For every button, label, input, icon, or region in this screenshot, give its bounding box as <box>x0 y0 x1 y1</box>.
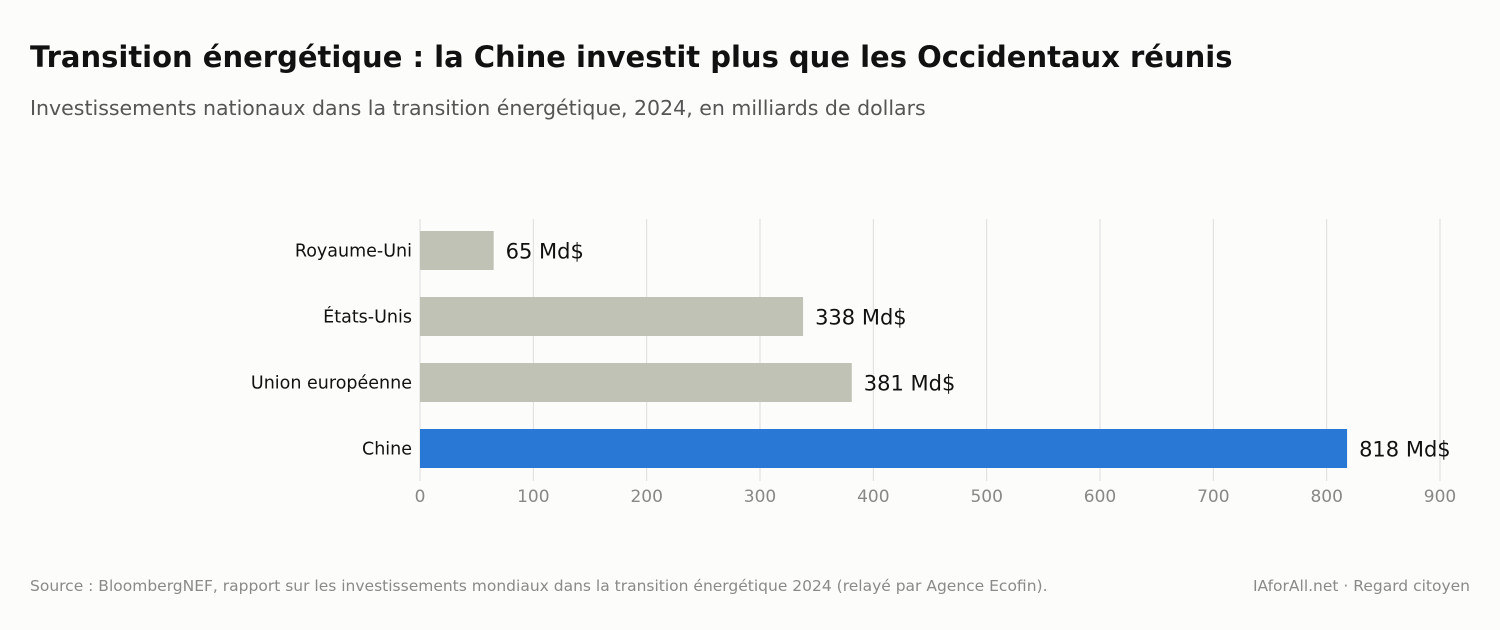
category-label: Chine <box>362 440 412 460</box>
chart-title: Transition énergétique : la Chine invest… <box>30 40 1233 74</box>
x-tick-label: 400 <box>857 487 889 507</box>
x-tick-label: 800 <box>1310 487 1342 507</box>
credit-note: IAforAll.net · Regard citoyen <box>1252 577 1470 595</box>
category-label: États-Unis <box>323 306 412 328</box>
bar <box>420 363 852 402</box>
x-tick-label: 300 <box>744 487 776 507</box>
x-tick-label: 600 <box>1084 487 1116 507</box>
source-note: Source : BloombergNEF, rapport sur les i… <box>30 577 1048 595</box>
x-tick-label: 200 <box>630 487 662 507</box>
data-label: 65 Md$ <box>506 240 584 264</box>
x-tick-label: 700 <box>1197 487 1229 507</box>
x-tick-label: 0 <box>415 487 426 507</box>
bar <box>420 297 804 336</box>
category-label: Royaume-Uni <box>295 242 412 262</box>
chart-subtitle: Investissements nationaux dans la transi… <box>30 96 926 120</box>
bar <box>420 429 1348 468</box>
data-label: 381 Md$ <box>864 372 956 396</box>
bar <box>420 231 494 270</box>
category-label: Union européenne <box>251 374 412 394</box>
x-tick-label: 100 <box>517 487 549 507</box>
data-label: 338 Md$ <box>815 306 907 330</box>
x-tick-label: 900 <box>1424 487 1456 507</box>
data-label: 818 Md$ <box>1359 438 1451 462</box>
x-tick-label: 500 <box>970 487 1002 507</box>
